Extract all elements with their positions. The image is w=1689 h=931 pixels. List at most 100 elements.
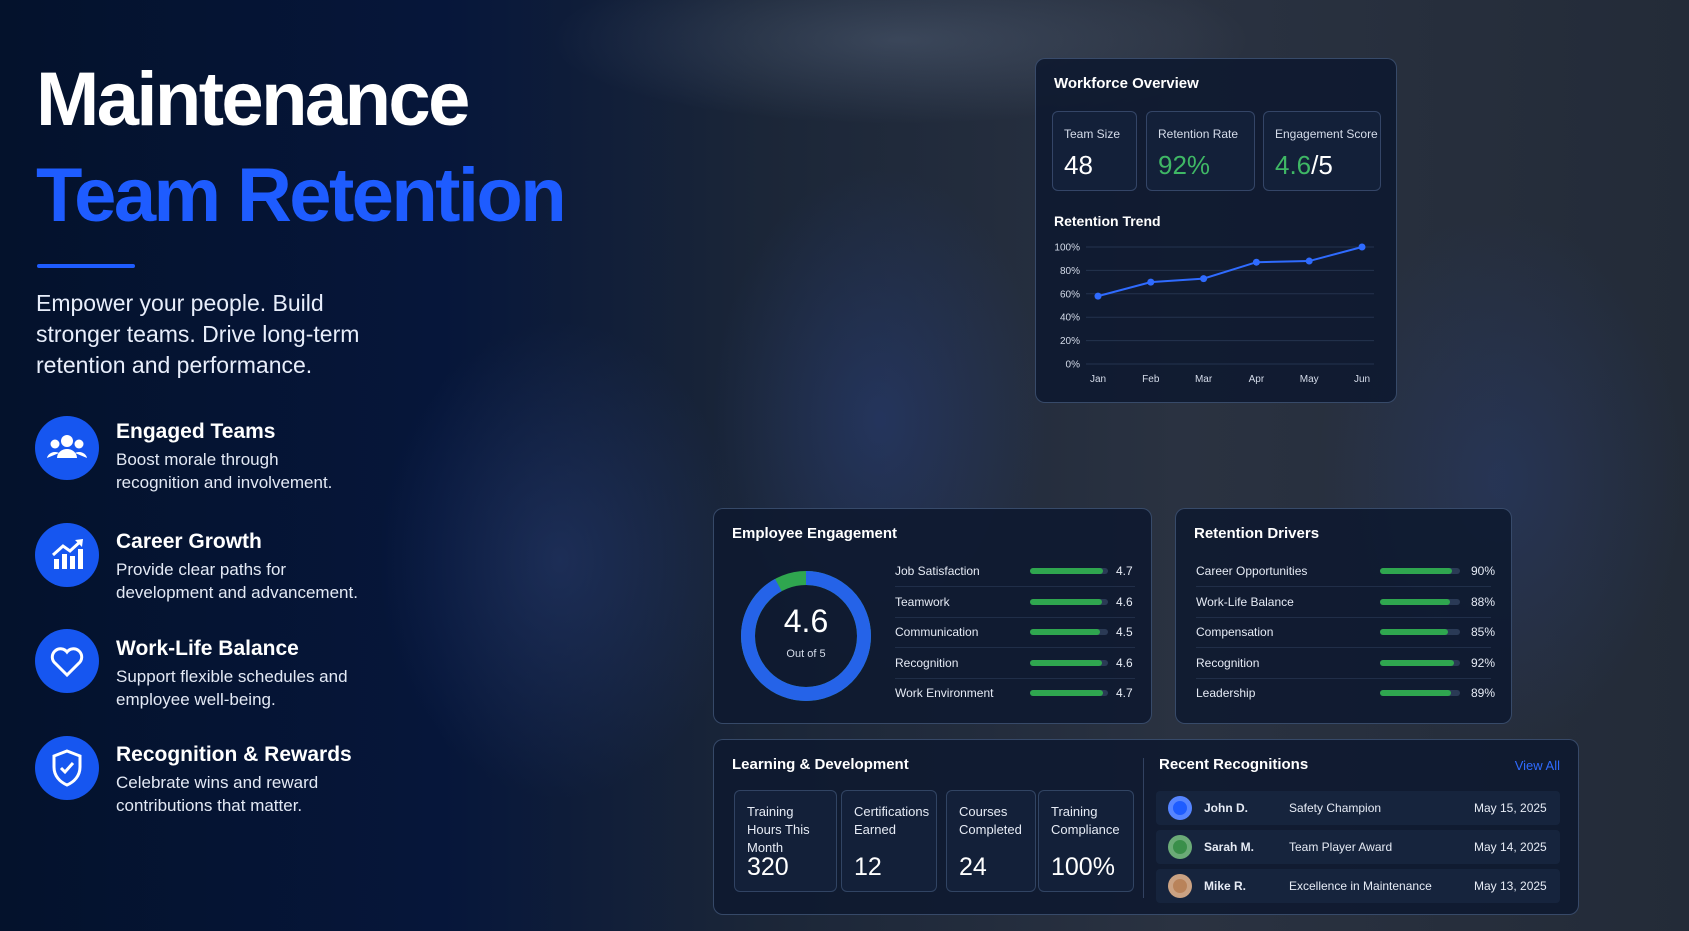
kpi-card: Team Size 48 <box>1052 111 1137 191</box>
recipient-name: Sarah M. <box>1204 840 1255 854</box>
metric-value: 4.7 <box>1116 686 1133 700</box>
row-divider <box>895 647 1135 648</box>
bar-track <box>1380 568 1460 574</box>
bar <box>1380 659 1454 666</box>
donut-arc <box>741 571 871 701</box>
row-divider <box>1196 677 1491 679</box>
recognition-row: Sarah M. Team Player Award May 14, 2025 <box>1156 830 1560 864</box>
stat-value: 320 <box>747 853 789 881</box>
stat-label: Training Compliance <box>1051 804 1120 837</box>
feature-text: Provide clear paths for development and … <box>116 560 358 602</box>
bar <box>1030 659 1102 666</box>
driver-name: Work-Life Balance <box>1196 594 1294 609</box>
kpi-value-suffix: /5 <box>1311 150 1333 180</box>
kpi-label: Retention Rate <box>1158 127 1239 141</box>
bar-track <box>1380 598 1460 605</box>
x-tick-label: Feb <box>1142 374 1160 385</box>
bar-track <box>1030 690 1108 696</box>
award-date: May 15, 2025 <box>1474 801 1547 815</box>
x-tick-label: May <box>1300 374 1319 385</box>
view-all-link[interactable]: View All <box>1514 758 1560 773</box>
divider <box>37 264 135 268</box>
feature-text: Support flexible schedules and employee … <box>116 667 348 709</box>
stat-value: 100% <box>1051 853 1115 881</box>
metric-value: 4.7 <box>1116 564 1133 578</box>
y-tick-label: 20% <box>1060 336 1080 347</box>
x-tick-label: Jun <box>1354 374 1370 385</box>
feature-title: Work-Life Balance <box>116 637 299 660</box>
stat-card: Certifications Earned 12 <box>841 790 937 892</box>
kpi-card: Engagement Score 4.6/5 <box>1263 111 1381 191</box>
trend-point <box>1305 257 1313 265</box>
driver-value: 92% <box>1471 655 1496 670</box>
bar <box>1380 629 1448 635</box>
stat-card: Training Hours This Month 320 <box>734 790 837 892</box>
metric-name: Recognition <box>895 655 959 670</box>
recognition-row: John D. Safety Champion May 15, 2025 <box>1156 791 1560 825</box>
bar-track <box>1030 568 1108 574</box>
hero-title: Maintenance <box>36 57 470 142</box>
metric-name: Work Environment <box>895 686 994 700</box>
recipient-name: John D. <box>1204 801 1248 815</box>
stat-value: 12 <box>854 853 882 881</box>
recipient-name: Mike R. <box>1204 879 1247 893</box>
panel-title: Retention Drivers <box>1194 525 1320 542</box>
row-divider <box>895 677 1135 679</box>
y-tick-label: 40% <box>1060 313 1080 324</box>
x-tick-label: Apr <box>1249 374 1265 385</box>
driver-name: Recognition <box>1196 655 1260 670</box>
kpi-value: 92% <box>1158 150 1211 180</box>
driver-value: 90% <box>1471 564 1496 578</box>
row-divider <box>895 616 1135 618</box>
stat-label: Certifications Earned <box>854 804 930 837</box>
panel-title: Workforce Overview <box>1054 75 1199 92</box>
award-date: May 14, 2025 <box>1474 840 1547 854</box>
driver-value: 85% <box>1471 625 1496 639</box>
bar-track <box>1030 659 1108 666</box>
y-tick-label: 0% <box>1066 360 1081 371</box>
y-tick-label: 80% <box>1060 266 1080 277</box>
row-divider <box>1196 616 1491 618</box>
learning-panel: Learning & Development Recent Recognitio… <box>713 739 1579 915</box>
badge-icon <box>1168 874 1192 898</box>
x-tick-label: Mar <box>1195 374 1213 385</box>
driver-name: Career Opportunities <box>1196 564 1308 578</box>
x-tick-label: Jan <box>1090 374 1106 385</box>
metric-name: Teamwork <box>895 594 950 609</box>
award-date: May 13, 2025 <box>1474 879 1547 893</box>
metric-value: 4.6 <box>1116 594 1133 609</box>
trend-point <box>1252 258 1260 266</box>
workforce-panel: Workforce Overview Team Size 48 Retentio… <box>1035 58 1397 403</box>
feature-icon <box>35 736 99 800</box>
trend-point <box>1358 243 1366 251</box>
metric-name: Job Satisfaction <box>895 564 980 578</box>
trend-point <box>1200 275 1208 283</box>
bar <box>1030 568 1104 574</box>
trend-point <box>1147 278 1155 286</box>
driver-value: 89% <box>1471 686 1496 700</box>
metric-name: Communication <box>895 625 979 639</box>
icon <box>47 435 87 458</box>
badge-icon <box>1168 796 1192 820</box>
line-chart: 0% 20% 40% 60% 80% 100% Jan Feb Mar Apr May Jun <box>1054 243 1374 385</box>
trend-point <box>1094 292 1102 300</box>
donut-score: 4.6 <box>784 603 828 639</box>
award-name: Safety Champion <box>1289 801 1382 815</box>
trend-line <box>1097 246 1363 298</box>
icon <box>51 539 83 569</box>
bar-track <box>1380 659 1460 666</box>
hero-title-accent: Team Retention <box>36 153 567 238</box>
badge-icon <box>1168 835 1192 859</box>
bar-track <box>1030 598 1108 605</box>
bar <box>1380 690 1452 696</box>
panel-title: Learning & Development <box>732 756 909 773</box>
feature-icon <box>35 629 99 693</box>
award-name: Excellence in Maintenance <box>1289 879 1432 893</box>
hero-subtitle: Empower your people. Build stronger team… <box>36 290 360 378</box>
panel-title: Employee Engagement <box>732 525 898 542</box>
recognition-row: Mike R. Excellence in Maintenance May 13, … <box>1156 869 1560 903</box>
feature-icon <box>35 416 99 480</box>
donut-chart: 4.6 Out of 5 <box>741 571 871 701</box>
stat-label: Training Hours This Month <box>747 804 810 855</box>
